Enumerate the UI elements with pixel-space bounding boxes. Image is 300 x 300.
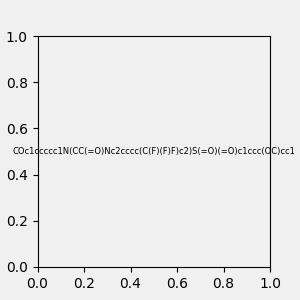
Text: COc1ccccc1N(CC(=O)Nc2cccc(C(F)(F)F)c2)S(=O)(=O)c1ccc(OC)cc1: COc1ccccc1N(CC(=O)Nc2cccc(C(F)(F)F)c2)S(… (12, 147, 295, 156)
